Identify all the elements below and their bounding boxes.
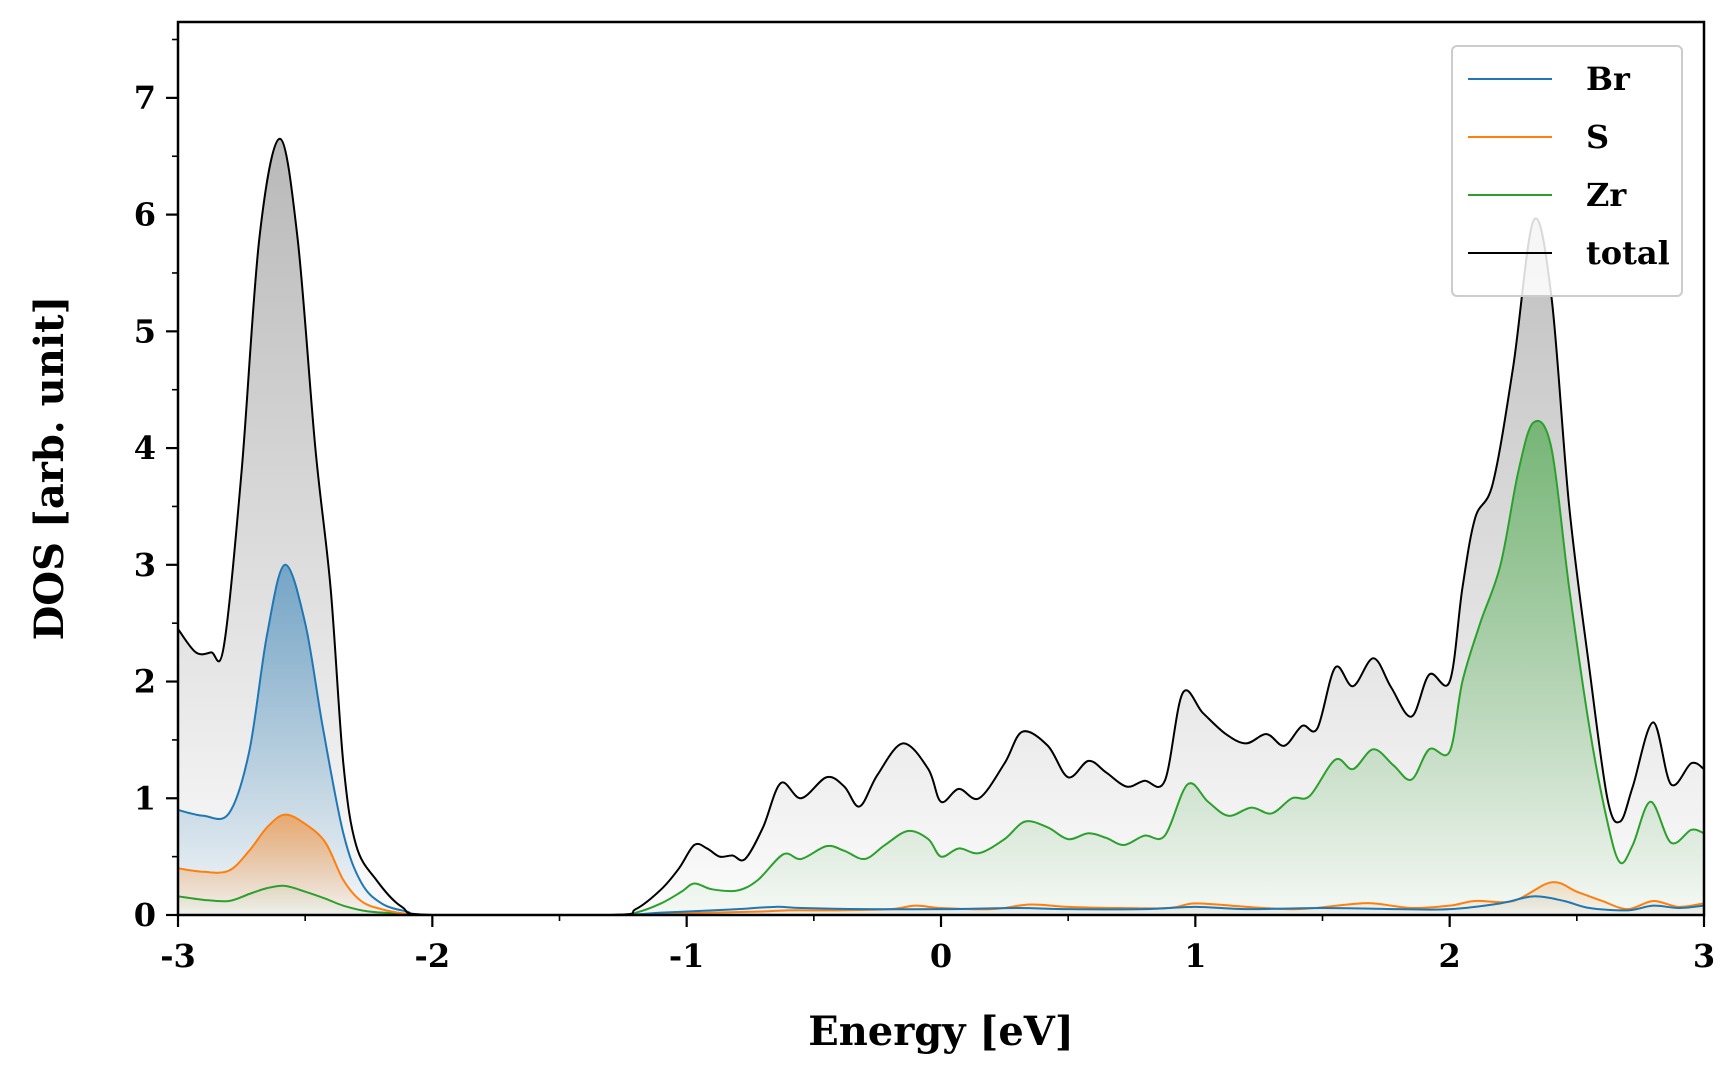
x-tick-label: -2 — [415, 937, 451, 975]
legend-box — [1451, 45, 1683, 297]
y-tick-label: 1 — [134, 779, 156, 817]
line-br — [177, 563, 1705, 917]
x-tick-label: 0 — [930, 937, 952, 975]
legend-label-zr: Zr — [1586, 176, 1627, 214]
x-tick-label: -3 — [160, 937, 196, 975]
y-tick-label: 4 — [134, 429, 156, 467]
legend-label-total: total — [1586, 234, 1670, 272]
fill-zr — [178, 420, 1704, 915]
legend-label-s: S — [1586, 118, 1609, 156]
axis-ticks: -3 -2 -1 0 1 2 3 0 1 2 3 4 5 6 7 — [134, 38, 1715, 975]
y-tick-label: 2 — [134, 663, 156, 701]
y-tick-label: 5 — [134, 312, 156, 350]
plot-frame — [176, 20, 1706, 917]
x-axis-label: Energy [eV] — [808, 1008, 1074, 1055]
legend-label-br: Br — [1586, 60, 1631, 98]
x-tick-label: -1 — [669, 937, 705, 975]
x-tick-label: 3 — [1693, 937, 1715, 975]
fill-total — [178, 138, 1704, 916]
legend: Br S Zr total — [1451, 45, 1683, 297]
y-tick-label: 3 — [134, 546, 156, 584]
y-tick-label: 0 — [134, 896, 156, 934]
x-tick-label: 1 — [1184, 937, 1206, 975]
line-total — [177, 137, 1705, 917]
y-tick-label: 6 — [134, 196, 156, 234]
y-tick-label: 7 — [134, 79, 156, 117]
series-fills — [178, 138, 1704, 916]
x-tick-label: 2 — [1439, 937, 1461, 975]
y-axis-label: DOS [arb. unit] — [26, 296, 73, 641]
